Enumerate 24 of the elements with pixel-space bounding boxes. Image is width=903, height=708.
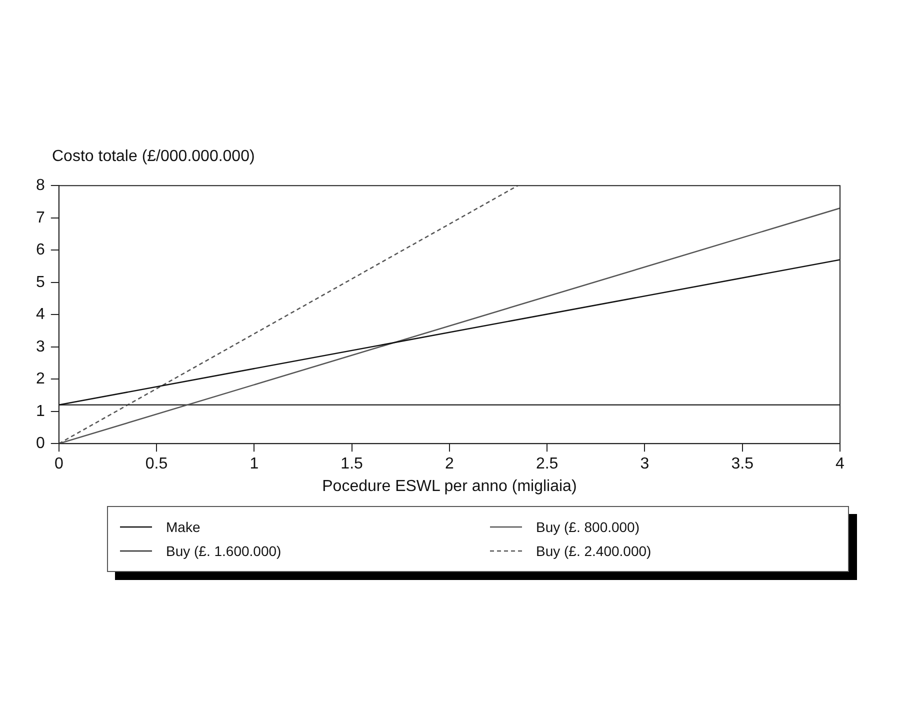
y-tick-label: 0 (36, 435, 45, 452)
legend-label: Buy (£. 800.000) (536, 519, 640, 535)
x-tick-label: 2 (444, 456, 454, 473)
legend-label: Make (166, 519, 200, 535)
x-tick-label: 2.5 (536, 456, 558, 473)
y-tick-label: 4 (36, 306, 45, 324)
x-tick-label: 3.5 (731, 456, 754, 473)
y-tick-label: 6 (36, 242, 45, 259)
y-tick-label: 1 (36, 402, 45, 420)
x-tick-label: 0 (54, 456, 64, 473)
y-tick-label: 8 (36, 177, 45, 194)
y-tick-label: 7 (36, 209, 45, 226)
x-tick-label: 1.5 (340, 456, 364, 473)
x-axis-title: Pocedure ESWL per anno (migliaia) (322, 478, 577, 495)
legend-label: Buy (£. 1.600.000) (166, 543, 282, 559)
y-tick-label: 3 (36, 338, 45, 356)
x-tick-label: 3 (640, 456, 650, 473)
y-tick-label: 5 (36, 274, 45, 291)
x-tick-label: 0.5 (145, 456, 168, 473)
x-tick-label: 1 (250, 456, 259, 473)
legend-label: Buy (£. 2.400.000) (536, 543, 652, 559)
y-axis-title: Costo totale (£/000.000.000) (52, 148, 255, 166)
x-tick-label: 4 (836, 456, 845, 473)
y-tick-label: 2 (36, 370, 45, 388)
